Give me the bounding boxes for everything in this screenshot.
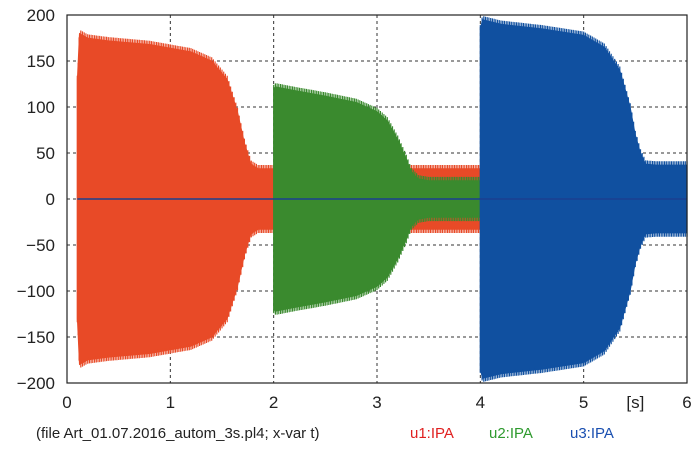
y-tick-label: 200: [27, 6, 55, 25]
x-unit-label: [s]: [626, 393, 644, 412]
y-tick-label: −200: [17, 374, 55, 393]
x-tick-label: 1: [166, 393, 175, 412]
x-tick-label: 3: [372, 393, 381, 412]
plot-frame: [66, 14, 688, 384]
x-tick-label: 0: [62, 393, 71, 412]
x-tick-label: 6: [682, 393, 691, 412]
legend-u3: u3:IPA: [570, 425, 614, 442]
x-tick-label: 4: [476, 393, 485, 412]
legend-u1: u1:IPA: [410, 425, 454, 442]
y-tick-label: 0: [46, 190, 55, 209]
y-tick-label: −150: [17, 328, 55, 347]
y-tick-label: −50: [26, 236, 55, 255]
footer-file-info: (file Art_01.07.2016_autom_3s.pl4; x-var…: [36, 425, 320, 442]
y-tick-label: 50: [36, 144, 55, 163]
x-tick-label: 5: [579, 393, 588, 412]
tick-labels: 200 150 100 50 0 −50 −100 −150 −200 0 1 2 3 4 5 6 [s]: [17, 6, 692, 412]
y-tick-label: 100: [27, 98, 55, 117]
x-tick-label: 2: [269, 393, 278, 412]
y-tick-label: 150: [27, 52, 55, 71]
legend-u2: u2:IPA: [489, 425, 533, 442]
axes: [66, 14, 688, 384]
y-tick-label: −100: [17, 282, 55, 301]
chart-footer: (file Art_01.07.2016_autom_3s.pl4; x-var…: [0, 425, 700, 449]
